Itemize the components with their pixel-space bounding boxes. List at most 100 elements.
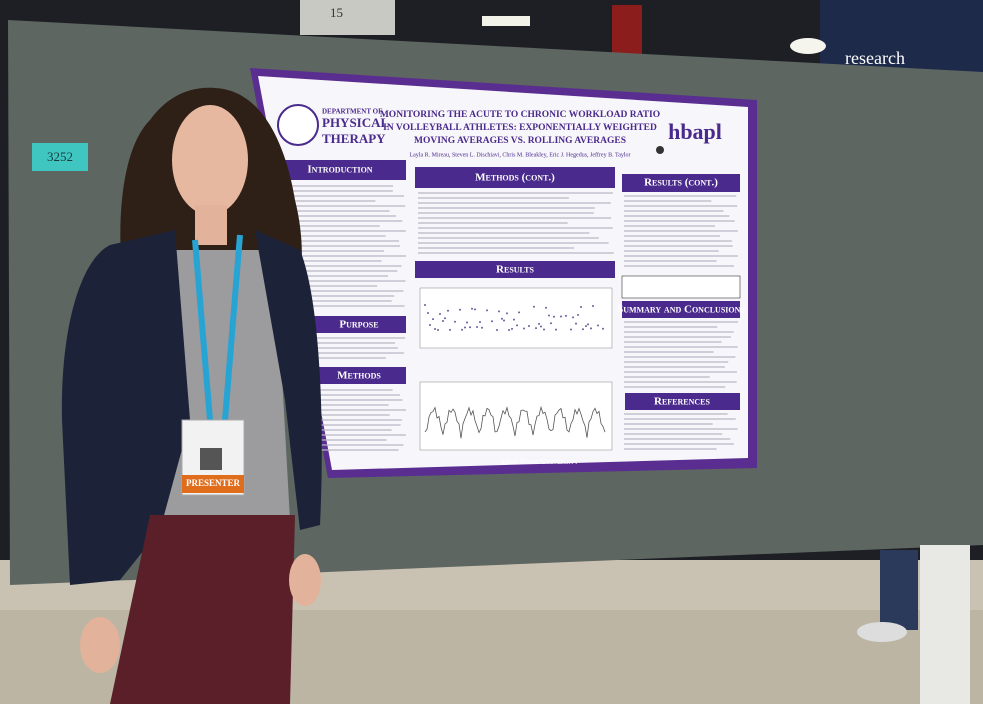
scatter-dot xyxy=(585,325,587,328)
section-header: Methods xyxy=(337,370,381,382)
scatter-dot xyxy=(602,327,604,330)
scatter-dot xyxy=(476,325,478,328)
lab-logo: hbapl xyxy=(668,119,722,144)
trousers xyxy=(110,515,295,704)
scatter-dot xyxy=(427,312,429,315)
scatter-dot xyxy=(535,327,537,330)
scatter-dot xyxy=(508,328,510,331)
scatter-dot xyxy=(550,322,552,325)
scatter-dot xyxy=(429,323,431,326)
scatter-dot xyxy=(466,321,468,324)
scatter-dot xyxy=(449,328,451,331)
scatter-dot xyxy=(498,310,500,313)
scatter-dot xyxy=(459,308,461,311)
scatter-dot xyxy=(432,318,434,321)
poster-title: MOVING AVERAGES VS. ROLLING AVERAGES xyxy=(414,136,626,146)
badge-ribbon xyxy=(182,475,244,493)
scatter-dot xyxy=(543,328,545,331)
exhibit-sign-text: research xyxy=(845,48,905,68)
passerby-leg xyxy=(880,550,918,630)
scatter-dot xyxy=(447,309,449,312)
scatter-dot xyxy=(496,328,498,331)
scatter-dot xyxy=(580,306,582,309)
face xyxy=(172,105,248,215)
section-header-box xyxy=(274,160,406,180)
department-name: PHYSICAL xyxy=(322,115,390,130)
banner xyxy=(612,5,642,55)
scatter-dot xyxy=(590,327,592,330)
scatter-dot xyxy=(424,304,426,306)
section-header-box xyxy=(415,261,615,278)
section-header-box xyxy=(622,174,740,192)
booth-tag xyxy=(32,143,88,171)
section-header: Purpose xyxy=(339,319,378,331)
scatter-dot xyxy=(548,314,550,317)
time-series-plot xyxy=(419,381,613,451)
scatter-dot xyxy=(471,307,473,310)
scatter-dot xyxy=(538,322,540,325)
scatter-dot xyxy=(533,305,535,308)
ceiling-light xyxy=(482,16,530,26)
ceiling-light xyxy=(790,38,826,54)
scatter-dot xyxy=(511,327,513,330)
scatter-dot xyxy=(474,308,476,311)
hand xyxy=(80,617,120,673)
scatter-dot xyxy=(437,328,439,331)
scatter-dot xyxy=(553,315,555,318)
scatter-dot xyxy=(560,315,562,318)
scatter-dot xyxy=(442,319,444,322)
scatter-dot xyxy=(481,326,483,329)
scatter-dot xyxy=(528,324,530,327)
scatter-dot xyxy=(503,319,505,322)
passerby-shoe xyxy=(857,622,907,642)
section-header: References xyxy=(654,396,711,408)
scatter-dot xyxy=(464,326,466,329)
lab-logo-mark xyxy=(656,146,664,154)
department-name: DEPARTMENT OF xyxy=(322,108,382,116)
scatter-dot xyxy=(572,316,574,319)
scatter-dot xyxy=(523,327,525,330)
poster-title: MONITORING THE ACUTE TO CHRONIC WORKLOAD… xyxy=(380,110,660,120)
results-table xyxy=(621,275,741,299)
scatter-dot xyxy=(516,324,518,327)
blazer xyxy=(61,230,190,585)
scatter-dot xyxy=(461,328,463,331)
scatter-dot xyxy=(439,312,441,315)
section-header: Results xyxy=(496,264,534,276)
pillar xyxy=(300,0,395,35)
blazer xyxy=(255,230,322,530)
scatter-dot xyxy=(545,306,547,309)
section-header-box xyxy=(625,393,740,410)
section-header: Methods (cont.) xyxy=(475,172,555,184)
scatter-dot xyxy=(444,317,446,320)
scatter-dot xyxy=(575,322,577,325)
scatter-dot xyxy=(506,312,508,315)
section-header-box xyxy=(622,301,740,318)
booth-number: 3252 xyxy=(47,149,73,164)
bland-altman-plot xyxy=(419,287,613,349)
scatter-dot xyxy=(582,328,584,331)
scatter-points xyxy=(424,304,604,331)
lanyard xyxy=(192,234,243,421)
section-header: Introduction xyxy=(307,164,372,176)
section-header-box xyxy=(415,167,615,188)
ceiling-sign: 15 xyxy=(330,5,343,20)
scatter-dot xyxy=(469,326,471,329)
scatter-dot xyxy=(491,320,493,323)
section-header-box xyxy=(312,316,406,333)
badge-label: PRESENTER xyxy=(186,478,241,488)
scatter-dot xyxy=(597,324,599,327)
easel-leg xyxy=(920,545,970,704)
scatter-dot xyxy=(570,328,572,331)
scatter-dot xyxy=(587,323,589,326)
neck xyxy=(195,205,227,245)
scatter-dot xyxy=(518,311,520,314)
time-series-line xyxy=(424,405,606,439)
poster-authors: Layla R. Mireau, Steven L. Dischiavi, Ch… xyxy=(409,151,630,158)
department-logo xyxy=(277,104,319,146)
scatter-dot xyxy=(479,321,481,324)
scatter-dot xyxy=(434,328,436,331)
section-header: Summary and Conclusions xyxy=(617,304,745,316)
scatter-dot xyxy=(501,317,503,320)
scatter-dot xyxy=(592,305,594,308)
